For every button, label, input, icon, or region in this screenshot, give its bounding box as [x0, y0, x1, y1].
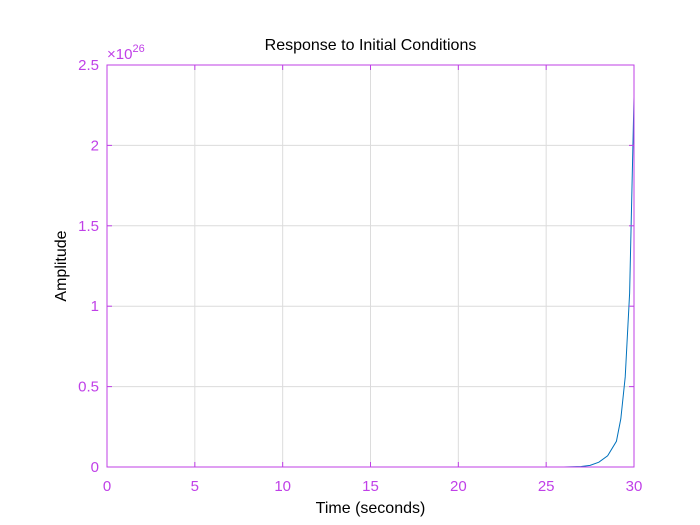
- x-tick-label: 30: [626, 478, 643, 495]
- y-axis-multiplier: ×1026: [107, 43, 145, 63]
- x-tick-label: 15: [362, 478, 379, 495]
- y-axis-label: Amplitude: [53, 230, 70, 301]
- y-tick-label: 0: [91, 459, 99, 476]
- y-tick-label: 2: [91, 137, 99, 154]
- y-tick-label: 1.5: [78, 218, 99, 235]
- y-tick-labels: 0 0.5 1 1.5 2 2.5: [78, 57, 99, 476]
- grid-lines: [106, 64, 635, 468]
- y-tick-label: 2.5: [78, 57, 99, 74]
- x-tick-label: 25: [538, 478, 555, 495]
- y-tick-label: 0.5: [78, 379, 99, 396]
- y-tick-label: 1: [91, 298, 99, 315]
- chart-title: Response to Initial Conditions: [265, 37, 477, 54]
- x-tick-labels: 0 5 10 15 20 25 30: [103, 478, 643, 495]
- tick-marks: [106, 64, 635, 468]
- x-tick-label: 10: [274, 478, 291, 495]
- multiplier-base: ×10: [107, 46, 132, 63]
- x-tick-label: 20: [450, 478, 467, 495]
- x-tick-label: 5: [191, 478, 199, 495]
- x-tick-label: 0: [103, 478, 111, 495]
- x-axis-label: Time (seconds): [316, 500, 426, 517]
- multiplier-exponent: 26: [132, 43, 144, 55]
